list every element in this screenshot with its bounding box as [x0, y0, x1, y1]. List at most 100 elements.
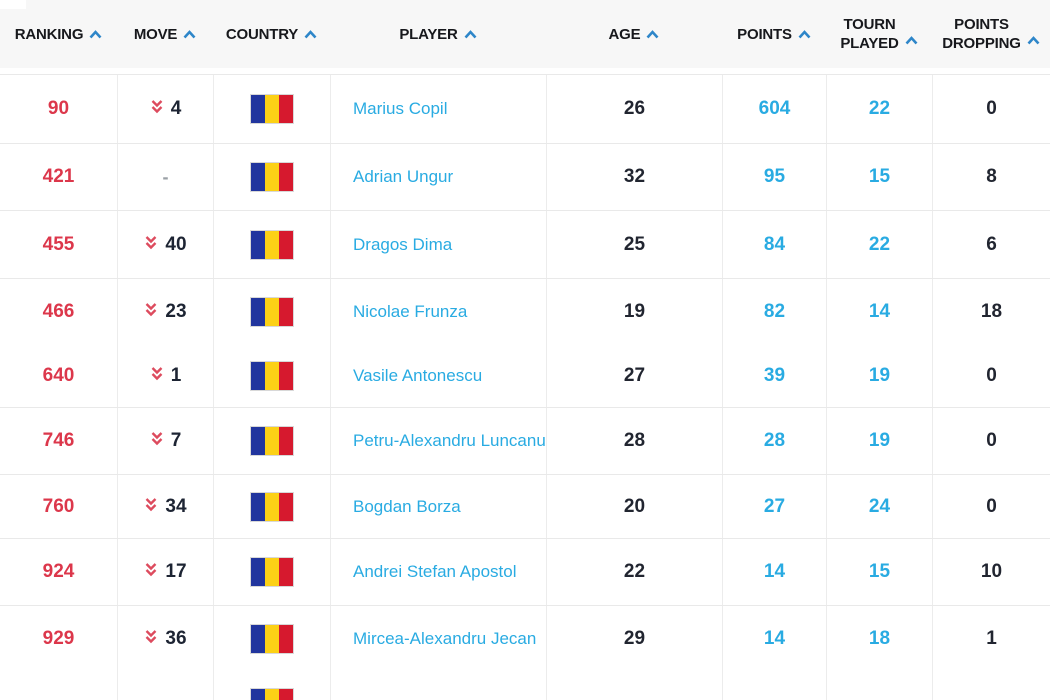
tourn-played-value: 15 — [868, 561, 891, 582]
move-value: 1 — [170, 364, 182, 386]
player-link[interactable]: Marius Copil — [353, 99, 448, 118]
points-dropping-value: 0 — [986, 364, 997, 386]
tourn-played-value: 22 — [868, 98, 891, 119]
player-link[interactable]: Petru-Alexandru Luncanu — [353, 431, 546, 450]
points-dropping-cell: 0 — [932, 408, 1050, 474]
ranking-value: 924 — [42, 561, 75, 582]
points-dropping-value: 10 — [980, 561, 1003, 582]
column-header-move[interactable]: MOVE — [117, 26, 213, 43]
points-cell: 84 — [722, 211, 826, 278]
column-header-label: PLAYER — [399, 25, 458, 43]
points-value: 28 — [763, 430, 786, 451]
move-cell: 4 — [117, 75, 213, 143]
move-indicator: 4 — [150, 98, 182, 120]
table-row: 746 7 Petru-Alexandru Luncanu 28 28 19 0 — [0, 408, 1050, 475]
column-header-points-dropping[interactable]: POINTS DROPPING — [932, 15, 1050, 54]
player-link[interactable]: Vasile Antonescu — [353, 365, 483, 385]
romania-flag-icon — [250, 688, 294, 700]
points-dropping-cell: 10 — [932, 539, 1050, 605]
points-value: 14 — [763, 628, 786, 649]
column-header-player[interactable]: PLAYER — [330, 26, 546, 43]
move-indicator: 17 — [144, 561, 187, 583]
move-indicator: 36 — [144, 628, 187, 650]
player-link[interactable]: Adrian Ungur — [353, 167, 454, 186]
points-dropping-value: 0 — [986, 495, 997, 517]
age-value: 26 — [623, 98, 646, 119]
move-cell: 1 — [117, 344, 213, 407]
romania-flag-icon — [250, 162, 294, 192]
move-cell: 40 — [117, 211, 213, 278]
move-value: 4 — [170, 98, 182, 119]
ranking-cell: 421 — [0, 144, 117, 210]
move-indicator: 7 — [150, 430, 181, 452]
ranking-value: 746 — [42, 430, 75, 451]
romania-flag-icon — [250, 360, 294, 391]
tourn-played-cell: 22 — [826, 211, 932, 278]
column-header-label: TOURN PLAYED — [840, 15, 899, 53]
table-header-row: RANKING MOVE COUNTRY PLAYER AGE POINTS T… — [0, 0, 1050, 68]
points-dropping-cell: 0 — [932, 75, 1050, 143]
player-link[interactable]: Dragos Dima — [353, 234, 453, 254]
ranking-value: 760 — [42, 495, 75, 517]
tourn-played-value: 18 — [868, 628, 891, 649]
country-cell — [213, 672, 330, 700]
table-row: 90 4 Marius Copil 26 604 22 0 — [0, 75, 1050, 144]
tourn-played-cell — [826, 672, 932, 700]
points-value: 14 — [763, 561, 786, 582]
page-corner — [0, 0, 26, 9]
player-link[interactable]: Nicolae Frunza — [353, 301, 468, 321]
column-header-label: MOVE — [133, 25, 178, 43]
column-header-points[interactable]: POINTS — [722, 26, 826, 43]
table-row: 466 23 Nicolae Frunza 19 82 14 18 — [0, 279, 1050, 344]
sort-chevron-up-icon — [304, 29, 317, 39]
age-cell — [546, 672, 722, 700]
points-dropping-cell: 6 — [932, 211, 1050, 278]
points-cell: 14 — [722, 539, 826, 605]
move-indicator: 1 — [150, 364, 182, 387]
points-value: 82 — [763, 300, 786, 322]
age-value: 25 — [623, 233, 646, 255]
age-value: 29 — [623, 628, 646, 649]
country-cell — [213, 475, 330, 538]
move-cell: 17 — [117, 539, 213, 605]
move-cell: 34 — [117, 475, 213, 538]
points-value: 39 — [763, 364, 786, 386]
player-cell: Vasile Antonescu — [330, 344, 546, 407]
points-value: 27 — [763, 495, 786, 517]
age-value: 32 — [623, 166, 646, 187]
column-header-ranking[interactable]: RANKING — [0, 26, 117, 43]
tourn-played-cell: 18 — [826, 606, 932, 672]
tourn-played-cell: 22 — [826, 75, 932, 143]
player-cell: Nicolae Frunza — [330, 279, 546, 344]
player-link[interactable]: Mircea-Alexandru Jecan — [353, 629, 537, 648]
column-header-tourn-played[interactable]: TOURN PLAYED — [826, 15, 932, 54]
move-indicator: 40 — [144, 234, 187, 256]
table-row: 455 40 Dragos Dima 25 84 22 6 — [0, 211, 1050, 279]
move-down-icon — [150, 366, 164, 386]
player-link[interactable]: Bogdan Borza — [353, 496, 461, 516]
column-header-country[interactable]: COUNTRY — [213, 26, 330, 43]
player-link[interactable]: Andrei Stefan Apostol — [353, 562, 517, 581]
points-dropping-cell: 0 — [932, 344, 1050, 407]
points-dropping-cell: 0 — [932, 475, 1050, 538]
points-dropping-value: 8 — [986, 166, 997, 187]
move-down-icon — [144, 562, 158, 582]
romania-flag-icon — [250, 296, 294, 327]
tourn-played-value: 15 — [868, 166, 891, 187]
points-dropping-cell — [932, 672, 1050, 700]
points-cell: 95 — [722, 144, 826, 210]
tourn-played-value: 22 — [868, 233, 891, 255]
tourn-played-value: 14 — [868, 300, 891, 322]
ranking-cell — [0, 672, 117, 700]
column-header-age[interactable]: AGE — [546, 26, 722, 43]
ranking-cell: 929 — [0, 606, 117, 672]
ranking-cell: 746 — [0, 408, 117, 474]
points-cell: 604 — [722, 75, 826, 143]
sort-chevron-up-icon — [464, 29, 477, 39]
ranking-value: 455 — [42, 233, 75, 255]
move-value: 17 — [165, 561, 187, 582]
country-cell — [213, 539, 330, 605]
column-header-label: RANKING — [14, 25, 84, 43]
country-cell — [213, 211, 330, 278]
